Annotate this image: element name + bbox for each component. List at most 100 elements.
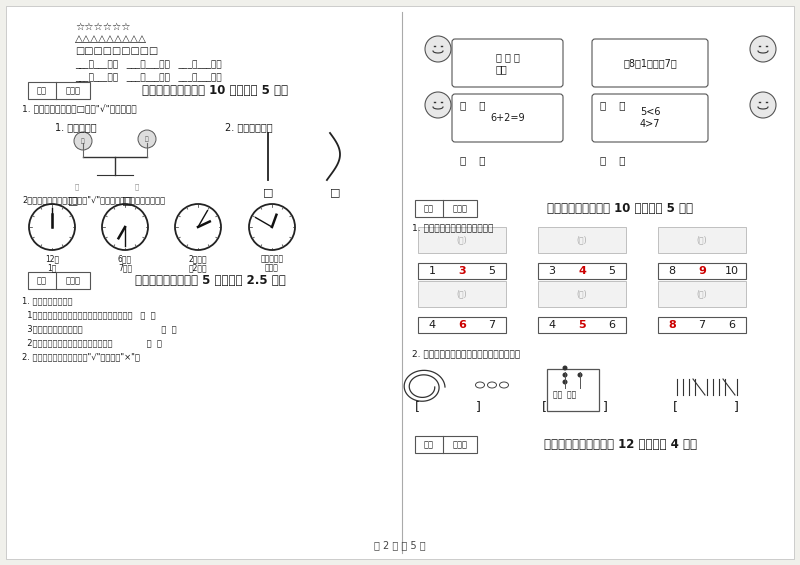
FancyBboxPatch shape <box>658 227 746 253</box>
FancyBboxPatch shape <box>452 94 563 142</box>
Text: 评卷人: 评卷人 <box>65 276 80 285</box>
Text: 10: 10 <box>725 266 739 276</box>
Text: △△△△△△△△△: △△△△△△△△△ <box>75 34 147 44</box>
FancyBboxPatch shape <box>538 317 626 333</box>
Text: 6: 6 <box>729 320 735 330</box>
Text: □□□□□□□□□: □□□□□□□□□ <box>75 46 158 56</box>
Circle shape <box>562 372 567 377</box>
Text: 得分: 得分 <box>37 86 46 95</box>
Text: (图): (图) <box>697 289 707 298</box>
Text: 1. 先看图，然后圈出正确的数。: 1. 先看图，然后圈出正确的数。 <box>412 223 494 232</box>
Circle shape <box>578 372 582 377</box>
Text: （    ）: （ ） <box>600 100 626 110</box>
Text: ☆☆☆☆☆☆: ☆☆☆☆☆☆ <box>75 22 130 32</box>
FancyBboxPatch shape <box>658 281 746 307</box>
Text: 2、两个三角形可以拼成一个四边形。             （  ）: 2、两个三角形可以拼成一个四边形。 （ ） <box>22 338 162 347</box>
Text: 七、看图说话（本题共 12 分，每题 4 分）: 七、看图说话（本题共 12 分，每题 4 分） <box>543 438 697 451</box>
Text: 快2时了: 快2时了 <box>189 263 207 272</box>
FancyBboxPatch shape <box>658 263 746 279</box>
Text: 12时: 12时 <box>45 254 59 263</box>
Text: 3: 3 <box>458 266 466 276</box>
Text: 1时: 1时 <box>47 263 57 272</box>
FancyBboxPatch shape <box>415 200 477 217</box>
Text: 3、长方形就是正方形。                              （  ）: 3、长方形就是正方形。 （ ） <box>22 324 177 333</box>
Text: 1. 在正确答案下面的□里画"√"，选一选。: 1. 在正确答案下面的□里画"√"，选一选。 <box>22 105 137 114</box>
Text: 得分: 得分 <box>424 204 434 213</box>
Text: （    ）: （ ） <box>460 100 486 110</box>
Text: 鸡: 鸡 <box>75 184 79 190</box>
Text: 评卷人: 评卷人 <box>452 440 467 449</box>
Text: (图): (图) <box>697 236 707 245</box>
Text: 1: 1 <box>429 266 435 276</box>
Text: 6: 6 <box>609 320 615 330</box>
Text: 5: 5 <box>489 266 495 276</box>
Text: 得分: 得分 <box>37 276 46 285</box>
Text: (图): (图) <box>457 289 467 298</box>
FancyBboxPatch shape <box>547 369 599 411</box>
Text: 7: 7 <box>698 320 706 330</box>
Text: (图): (图) <box>577 289 587 298</box>
Text: 1. 我会判断对与错。: 1. 我会判断对与错。 <box>22 296 73 305</box>
Circle shape <box>425 92 451 118</box>
Text: 鸭: 鸭 <box>135 184 139 190</box>
Text: [              ]: [ ] <box>542 401 608 414</box>
Text: 6: 6 <box>458 320 466 330</box>
FancyBboxPatch shape <box>28 272 90 289</box>
Text: [              ]: [ ] <box>673 401 739 414</box>
Text: 比8大1的数是7。: 比8大1的数是7。 <box>623 58 677 68</box>
Text: 四、选一选（本题共 10 分，每题 5 分）: 四、选一选（本题共 10 分，每题 5 分） <box>142 85 288 98</box>
Text: 第 2 页 共 5 页: 第 2 页 共 5 页 <box>374 540 426 550</box>
FancyBboxPatch shape <box>538 227 626 253</box>
Text: □: □ <box>68 195 78 205</box>
FancyBboxPatch shape <box>418 281 506 307</box>
Text: (图): (图) <box>577 236 587 245</box>
Circle shape <box>562 380 567 385</box>
Text: 5<6
4>7: 5<6 4>7 <box>640 107 660 129</box>
Text: 4: 4 <box>429 320 435 330</box>
Text: □: □ <box>262 187 274 197</box>
Circle shape <box>562 366 567 371</box>
FancyBboxPatch shape <box>6 6 794 559</box>
FancyBboxPatch shape <box>418 263 506 279</box>
Text: [              ]: [ ] <box>415 401 481 414</box>
Text: ___比___少，   ___比___少，   ___比___少。: ___比___少， ___比___少， ___比___少。 <box>75 73 222 82</box>
Text: 前上吃午饭: 前上吃午饭 <box>261 254 283 263</box>
Text: □: □ <box>122 195 132 205</box>
Text: 2. 哪根长一些？: 2. 哪根长一些？ <box>225 122 273 132</box>
FancyBboxPatch shape <box>592 39 708 87</box>
FancyBboxPatch shape <box>418 317 506 333</box>
Text: 7时半: 7时半 <box>118 263 132 272</box>
Text: 2时刚过: 2时刚过 <box>189 254 207 263</box>
Text: 2. 他们说的话对吗？对的打"√"，错的打"×"。: 2. 他们说的话对吗？对的打"√"，错的打"×"。 <box>22 352 140 361</box>
FancyBboxPatch shape <box>592 94 708 142</box>
Text: （    ）: （ ） <box>460 155 486 165</box>
Text: 4: 4 <box>549 320 555 330</box>
Text: 8: 8 <box>668 320 676 330</box>
FancyBboxPatch shape <box>538 281 626 307</box>
FancyBboxPatch shape <box>658 317 746 333</box>
Text: 2、我能在正确的时间下面画"√"，并能正确画出时针和分针。: 2、我能在正确的时间下面画"√"，并能正确画出时针和分针。 <box>22 195 165 204</box>
Text: 9: 9 <box>698 266 706 276</box>
Text: 6时半: 6时半 <box>118 254 132 263</box>
Text: 6+2=9: 6+2=9 <box>490 113 525 123</box>
Text: □: □ <box>330 187 340 197</box>
Text: 7: 7 <box>489 320 495 330</box>
Text: 得分: 得分 <box>424 440 434 449</box>
Text: 8: 8 <box>669 266 675 276</box>
Text: (图): (图) <box>457 236 467 245</box>
Circle shape <box>74 132 92 150</box>
Text: 4: 4 <box>578 266 586 276</box>
Text: 是 长 方
形。: 是 长 方 形。 <box>495 52 519 74</box>
Text: 六、数一数（本题共 10 分，每题 5 分）: 六、数一数（本题共 10 分，每题 5 分） <box>547 202 693 215</box>
FancyBboxPatch shape <box>418 227 506 253</box>
Text: 五、对与错（本题共 5 分，每题 2.5 分）: 五、对与错（本题共 5 分，每题 2.5 分） <box>134 275 286 288</box>
Text: 评卷人: 评卷人 <box>65 86 80 95</box>
FancyBboxPatch shape <box>28 82 90 99</box>
Text: 3: 3 <box>549 266 555 276</box>
Text: 十位  个位: 十位 个位 <box>554 390 577 399</box>
FancyBboxPatch shape <box>415 436 477 453</box>
Circle shape <box>425 36 451 62</box>
Circle shape <box>138 130 156 148</box>
Text: 1. 谁重一些？: 1. 谁重一些？ <box>55 122 97 132</box>
Text: 1、两个一样大的正方形可以拼成一个长方形。   （  ）: 1、两个一样大的正方形可以拼成一个长方形。 （ ） <box>22 310 156 319</box>
